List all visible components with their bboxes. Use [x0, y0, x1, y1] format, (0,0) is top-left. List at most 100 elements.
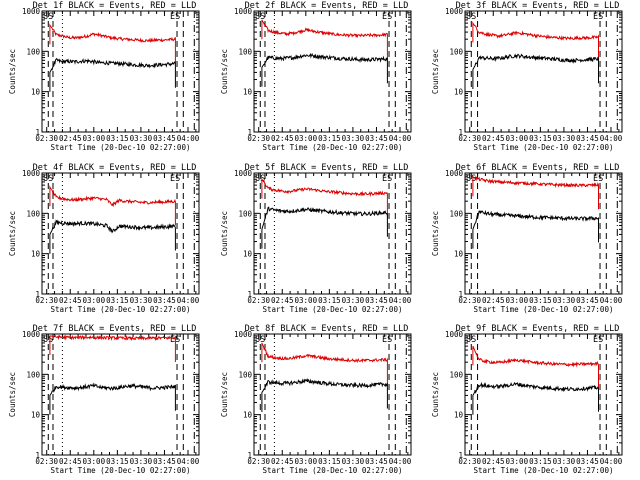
y-axis-label: Counts/sec: [8, 49, 17, 94]
x-axis-label: Start Time (20-Dec-10 02:27:00): [474, 143, 614, 152]
x-tick-label: 02:45: [59, 457, 82, 466]
marker-ss: SS: [466, 335, 476, 345]
y-tick-label: 10: [31, 411, 41, 420]
x-tick-label: 02:45: [482, 296, 505, 305]
y-tick-label: 1: [458, 451, 463, 460]
plot-frame: [253, 10, 412, 133]
y-tick-label: 100: [26, 47, 40, 56]
x-tick-label: 02:30: [247, 457, 270, 466]
x-tick-label: 02:30: [247, 296, 270, 305]
y-tick-label: 1: [458, 290, 463, 299]
y-axis-label: Counts/sec: [431, 49, 440, 94]
x-tick-label: 03:45: [153, 457, 176, 466]
x-tick-label: 04:00: [600, 457, 623, 466]
x-tick-label: 04:00: [389, 134, 412, 143]
x-axis-label: Start Time (20-Dec-10 02:27:00): [51, 143, 191, 152]
chart-panel-4: Det 4f BLACK = Events, RED = LLD 1 10 100 10…: [8, 163, 200, 314]
x-tick-label: 04:00: [177, 296, 200, 305]
x-tick-label: 04:00: [389, 296, 412, 305]
y-tick-label: 100: [26, 370, 40, 379]
y-tick-label: 1000: [22, 330, 41, 339]
marker-es: ES: [170, 174, 180, 184]
y-tick-label: 100: [449, 370, 463, 379]
y-tick-label: 10: [454, 411, 464, 420]
x-tick-label: 03:00: [506, 457, 529, 466]
chart-panel-2: Det 2f BLACK = Events, RED = LLD 1 10 100 10…: [220, 1, 412, 152]
y-tick-label: 1000: [22, 7, 41, 16]
chart-title: Det 8f BLACK = Events, RED = LLD: [245, 324, 409, 334]
series-lld-line: [472, 176, 599, 210]
marker-es: ES: [382, 174, 392, 184]
x-tick-label: 03:15: [106, 457, 129, 466]
x-tick-label: 04:00: [177, 457, 200, 466]
y-tick-label: 1: [247, 290, 252, 299]
x-tick-label: 03:15: [106, 296, 129, 305]
x-tick-label: 02:30: [458, 296, 481, 305]
marker-ss: SS: [466, 174, 476, 184]
x-tick-label: 03:00: [83, 457, 106, 466]
series-events-line: [472, 381, 599, 415]
series-events-line: [472, 209, 599, 249]
marker-es: ES: [593, 174, 603, 184]
x-tick-label: 03:00: [83, 134, 106, 143]
x-tick-label: 03:45: [576, 296, 599, 305]
x-tick-label: 02:30: [458, 457, 481, 466]
y-tick-label: 10: [31, 88, 41, 97]
series-events-line: [261, 206, 388, 249]
x-tick-label: 03:15: [529, 134, 552, 143]
x-axis-label: Start Time (20-Dec-10 02:27:00): [474, 305, 614, 314]
marker-es: ES: [382, 12, 392, 22]
x-tick-label: 03:15: [318, 296, 341, 305]
marker-ss: SS: [43, 174, 53, 184]
x-axis-label: Start Time (20-Dec-10 02:27:00): [51, 466, 191, 475]
marker-es: ES: [170, 12, 180, 22]
plot-frame: [464, 10, 623, 133]
x-tick-label: 04:00: [177, 134, 200, 143]
y-axis-label: Counts/sec: [8, 372, 17, 417]
x-tick-label: 03:45: [153, 296, 176, 305]
x-tick-label: 02:30: [247, 134, 270, 143]
x-tick-label: 02:45: [482, 457, 505, 466]
chart-title: Det 7f BLACK = Events, RED = LLD: [33, 324, 197, 334]
x-tick-label: 03:45: [576, 457, 599, 466]
x-tick-label: 03:45: [576, 134, 599, 143]
x-axis-label: Start Time (20-Dec-10 02:27:00): [474, 466, 614, 475]
x-tick-label: 03:45: [153, 134, 176, 143]
chart-panel-5: Det 5f BLACK = Events, RED = LLD 1 10 100 10…: [220, 163, 412, 314]
marker-es: ES: [593, 12, 603, 22]
x-axis-label: Start Time (20-Dec-10 02:27:00): [263, 466, 403, 475]
y-tick-label: 10: [454, 250, 464, 259]
y-tick-label: 1: [35, 451, 40, 460]
y-tick-label: 1: [247, 451, 252, 460]
x-tick-label: 02:30: [458, 134, 481, 143]
x-tick-label: 02:45: [271, 134, 294, 143]
marker-ss: SS: [43, 12, 53, 22]
plot-frame: [41, 10, 200, 133]
series-events-line: [49, 57, 176, 92]
y-tick-label: 1: [35, 128, 40, 137]
x-tick-label: 02:45: [482, 134, 505, 143]
plot-frame: [41, 172, 200, 295]
plot-frame: [41, 333, 200, 456]
x-tick-label: 03:15: [529, 457, 552, 466]
plot-frame: [464, 172, 623, 295]
x-tick-label: 02:30: [35, 296, 58, 305]
x-tick-label: 03:30: [553, 134, 576, 143]
series-events-line: [261, 377, 388, 412]
x-tick-label: 03:30: [553, 296, 576, 305]
x-tick-label: 03:30: [130, 134, 153, 143]
x-tick-label: 03:15: [318, 457, 341, 466]
marker-ss: SS: [255, 335, 265, 345]
x-tick-label: 03:00: [295, 134, 318, 143]
y-tick-label: 1000: [445, 7, 464, 16]
chart-title: Det 4f BLACK = Events, RED = LLD: [33, 163, 197, 173]
y-tick-label: 1: [247, 128, 252, 137]
chart-panel-7: Det 7f BLACK = Events, RED = LLD 1 10 100 10…: [8, 324, 200, 475]
x-tick-label: 03:00: [83, 296, 106, 305]
y-axis-label: Counts/sec: [431, 372, 440, 417]
series-lld-line: [49, 334, 176, 362]
marker-ss: SS: [466, 12, 476, 22]
x-tick-label: 02:30: [35, 457, 58, 466]
y-tick-label: 100: [238, 209, 252, 218]
